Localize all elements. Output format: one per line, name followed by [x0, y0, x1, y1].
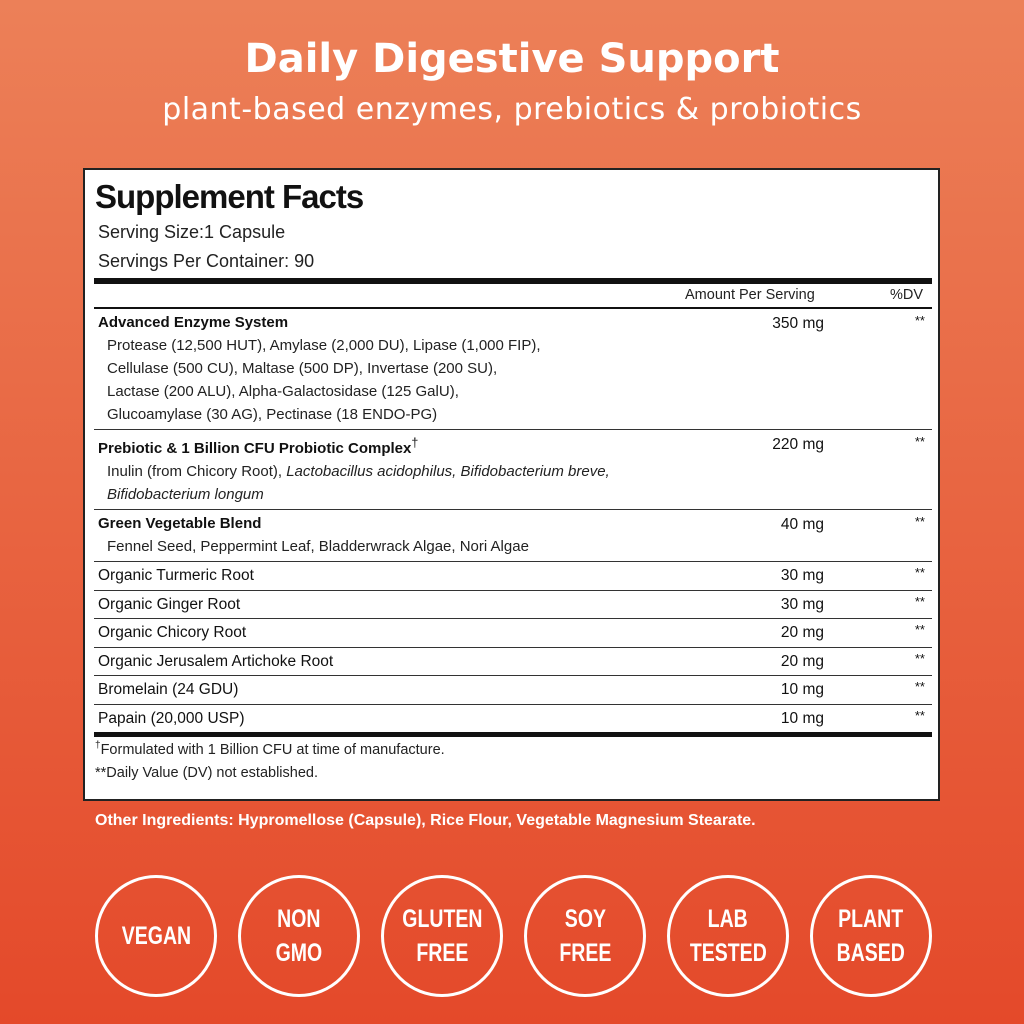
footnote-mark: ** — [95, 765, 107, 781]
footnote-text: Formulated with 1 Billion CFU at time of… — [100, 741, 445, 758]
ingredient-name: Bromelain (24 GDU) — [94, 679, 932, 702]
ingredient-name-text: Green Vegetable Blend — [98, 515, 262, 532]
amount: 10 mg — [780, 681, 824, 698]
amount: 350 mg — [772, 315, 824, 332]
detail-text: Lactase (200 ALU), Alpha-Galactosidase (… — [107, 383, 459, 400]
ingredient-name-text: Organic Turmeric Root — [98, 567, 254, 584]
ingredient-detail: Glucoamylase (30 AG), Pectinase (18 ENDO… — [94, 403, 932, 426]
detail-text: Protease (12,500 HUT), Amylase (2,000 DU… — [107, 337, 541, 354]
facts-panel: Supplement Facts Serving Size:1 Capsule … — [83, 168, 940, 801]
detail-text: Inulin (from Chicory Root), — [107, 463, 287, 480]
facts-row: Organic Turmeric Root 30 mg ** — [94, 562, 932, 591]
amount: 30 mg — [780, 595, 824, 613]
daily-value: ** — [914, 707, 925, 723]
amount: 40 mg — [780, 516, 824, 533]
badge: PLANT BASED — [810, 875, 932, 997]
ingredient-detail: Lactase (200 ALU), Alpha-Galactosidase (… — [94, 380, 932, 403]
amount: 10 mg — [780, 709, 824, 727]
badge-text: LAB — [707, 905, 749, 933]
badge: LAB TESTED — [667, 875, 789, 997]
ingredient-detail: Bifidobacterium longum — [94, 483, 932, 506]
badge-text: GLUTEN — [401, 905, 483, 933]
daily-value: ** — [914, 593, 925, 609]
detail-text: Cellulase (500 CU), Maltase (500 DP), In… — [107, 360, 498, 377]
detail-text: Glucoamylase (30 AG), Pectinase (18 ENDO… — [107, 406, 438, 423]
badge-text: GMO — [275, 939, 323, 967]
facts-row: Organic Chicory Root 20 mg ** — [94, 619, 932, 648]
ingredient-name: Green Vegetable Blend — [94, 512, 932, 535]
facts-title: Supplement Facts — [95, 178, 364, 215]
ingredient-name: Prebiotic & 1 Billion CFU Probiotic Comp… — [94, 432, 932, 460]
ingredient-name-text: Organic Ginger Root — [98, 595, 241, 613]
badge-text: FREE — [415, 939, 469, 967]
ingredient-detail: Cellulase (500 CU), Maltase (500 DP), In… — [94, 357, 932, 380]
title: Daily Digestive Support — [244, 36, 780, 82]
facts-row: Organic Ginger Root 30 mg ** — [94, 591, 932, 619]
badge-text: VEGAN — [121, 922, 191, 950]
ingredient-name: Advanced Enzyme System — [94, 311, 932, 334]
rule — [94, 307, 932, 309]
detail-text: Lactobacillus acidophilus, Bifidobacteri… — [286, 463, 610, 480]
ingredient-name-text: Organic Jerusalem Artichoke Root — [98, 652, 334, 670]
serving-size: Serving Size:1 Capsule — [98, 222, 286, 242]
facts-row: Advanced Enzyme System Protease (12,500 H… — [94, 309, 932, 430]
column-header: Amount Per Serving — [685, 287, 815, 303]
ingredient-name: Papain (20,000 USP) — [94, 708, 932, 731]
amount: 20 mg — [780, 652, 824, 670]
footnote-mark: † — [95, 740, 101, 751]
servings: Servings Per Container: 90 — [98, 251, 315, 271]
daily-value: ** — [914, 514, 925, 529]
amount: 30 mg — [780, 567, 824, 584]
daily-value: ** — [914, 313, 925, 328]
ingredient-detail: Inulin (from Chicory Root), Lactobacillu… — [94, 460, 932, 483]
detail-text: Bifidobacterium longum — [107, 486, 264, 503]
badge-text: NON — [277, 905, 321, 933]
subtitle: plant-based enzymes, prebiotics & probio… — [162, 92, 862, 127]
ingredient-name-text: Organic Chicory Root — [98, 624, 247, 641]
footnote: †Formulated with 1 Billion CFU at time o… — [95, 740, 445, 758]
badge-text: FREE — [558, 939, 612, 967]
column-header: %DV — [889, 287, 923, 303]
other-ingredients: Other Ingredients: Hypromellose (Capsule… — [95, 812, 756, 829]
badge: VEGAN — [95, 875, 217, 997]
ingredient-name: Organic Chicory Root — [94, 622, 932, 645]
detail-text: Fennel Seed, Peppermint Leaf, Bladderwra… — [107, 538, 529, 555]
footnote-text: Daily Value (DV) not established. — [106, 765, 318, 781]
badge-text: PLANT — [838, 905, 904, 933]
badge: GLUTEN FREE — [381, 875, 503, 997]
facts-row: Organic Jerusalem Artichoke Root 20 mg ** — [94, 648, 932, 676]
amount: 220 mg — [772, 436, 824, 453]
daily-value: ** — [914, 622, 925, 637]
ingredient-name: Organic Ginger Root — [94, 594, 932, 617]
ingredient-name-text: Bromelain (24 GDU) — [98, 681, 239, 698]
ingredient-name-text: Prebiotic & 1 Billion CFU Probiotic Comp… — [98, 440, 412, 457]
footnote: **Daily Value (DV) not established. — [95, 765, 318, 781]
daily-value: ** — [914, 679, 925, 694]
facts-row: Prebiotic & 1 Billion CFU Probiotic Comp… — [94, 430, 932, 510]
badge-text: BASED — [836, 939, 906, 967]
footnote-mark: † — [411, 436, 419, 450]
badge-text: SOY — [564, 905, 606, 933]
facts-rows: Advanced Enzyme System Protease (12,500 H… — [94, 309, 932, 737]
daily-value: ** — [914, 434, 925, 449]
daily-value: ** — [914, 565, 925, 580]
ingredient-name-text: Advanced Enzyme System — [98, 314, 289, 331]
facts-row: Bromelain (24 GDU) 10 mg ** — [94, 676, 932, 705]
badge: SOY FREE — [524, 875, 646, 997]
ingredient-name: Organic Jerusalem Artichoke Root — [94, 651, 932, 674]
ingredient-name: Organic Turmeric Root — [94, 565, 932, 588]
ingredient-detail: Fennel Seed, Peppermint Leaf, Bladderwra… — [94, 535, 932, 558]
ingredient-detail: Protease (12,500 HUT), Amylase (2,000 DU… — [94, 334, 932, 357]
facts-row: Green Vegetable Blend Fennel Seed, Pepper… — [94, 510, 932, 562]
facts-row: Papain (20,000 USP) 10 mg ** — [94, 705, 932, 737]
amount: 20 mg — [780, 624, 824, 641]
badge-text: TESTED — [689, 939, 767, 967]
rule — [94, 278, 932, 284]
ingredient-name-text: Papain (20,000 USP) — [98, 709, 245, 727]
daily-value: ** — [914, 650, 925, 666]
badge: NON GMO — [238, 875, 360, 997]
